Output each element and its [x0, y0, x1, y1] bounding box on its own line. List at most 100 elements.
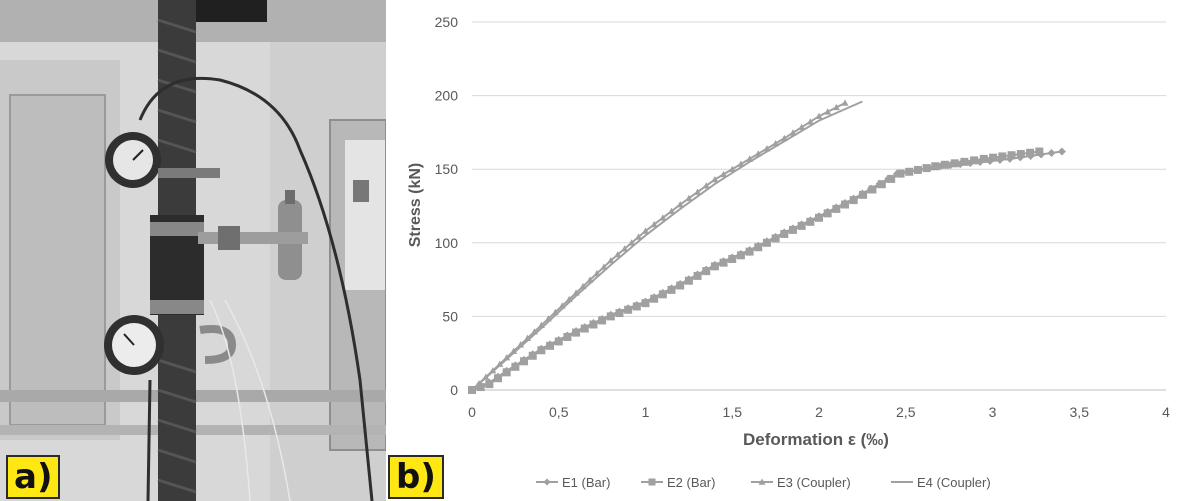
y-tick-label: 0 — [450, 382, 458, 398]
data-point — [520, 357, 529, 366]
stress-deformation-chart: 0 50 100 150 200 250 0 0,5 1 1,5 2 2,5 3 3,5 4 Deforma… — [407, 14, 1170, 490]
data-point — [1026, 148, 1035, 157]
x-tick-label: 0 — [468, 404, 476, 420]
data-point — [849, 196, 858, 205]
data-point — [970, 156, 979, 165]
data-point — [711, 176, 719, 183]
x-tick-label: 0,5 — [549, 404, 569, 420]
data-point — [841, 200, 850, 209]
data-point — [494, 374, 503, 383]
data-point — [606, 312, 615, 321]
data-point — [676, 281, 685, 290]
data-point — [1035, 147, 1044, 156]
data-point — [1016, 149, 1025, 158]
x-tick-label: 3,5 — [1070, 404, 1090, 420]
data-point — [728, 165, 736, 172]
data-point — [762, 238, 771, 247]
data-point — [658, 290, 667, 299]
data-point — [950, 159, 959, 168]
x-tick-label: 1,5 — [723, 404, 743, 420]
x-axis-label: Deformation ε (‰) — [743, 430, 889, 449]
panel-label-a: a) — [6, 455, 61, 499]
x-tick-label: 3 — [989, 404, 997, 420]
y-tick-label: 100 — [435, 235, 459, 251]
data-point — [685, 194, 693, 202]
data-point — [806, 217, 815, 226]
data-point — [702, 267, 711, 276]
data-point — [624, 305, 633, 314]
data-point — [780, 229, 789, 238]
data-point — [940, 160, 949, 169]
y-tick-label: 50 — [442, 308, 458, 324]
legend: E1 (Bar) E2 (Bar) E3 (Coupler) E4 (Coupler) — [536, 475, 991, 490]
data-point — [979, 154, 988, 163]
data-point — [823, 209, 832, 218]
legend-label: E4 (Coupler) — [917, 475, 991, 490]
data-point — [896, 169, 905, 178]
y-tick-label: 200 — [435, 88, 459, 104]
data-point — [563, 333, 572, 342]
data-point — [511, 362, 520, 371]
data-point — [607, 256, 615, 264]
y-tick-label: 250 — [435, 14, 459, 30]
data-point — [754, 243, 763, 252]
legend-marker — [758, 478, 766, 485]
data-point — [815, 112, 823, 120]
data-point — [528, 351, 537, 360]
data-point — [546, 341, 555, 350]
data-point — [1007, 151, 1016, 160]
x-tick-label: 4 — [1162, 404, 1170, 420]
data-point — [667, 285, 676, 294]
data-point — [806, 118, 814, 125]
data-point — [989, 153, 998, 162]
data-point — [913, 165, 922, 174]
data-point — [496, 360, 504, 367]
data-point — [615, 309, 624, 318]
data-point — [824, 108, 832, 115]
data-point — [788, 225, 797, 234]
test-setup-photo — [0, 0, 386, 501]
data-point — [798, 123, 806, 131]
series-line-3 — [471, 102, 846, 391]
data-point — [720, 170, 728, 178]
legend-label: E1 (Bar) — [562, 475, 610, 490]
data-point — [485, 380, 494, 389]
panel-label-b: b) — [388, 455, 444, 499]
x-tick-label: 2,5 — [896, 404, 916, 420]
data-point — [998, 152, 1007, 161]
data-point — [797, 221, 806, 230]
data-point — [659, 214, 667, 221]
data-point — [694, 188, 702, 195]
data-point — [745, 247, 754, 256]
series-line-4 — [471, 100, 863, 391]
data-point — [635, 233, 643, 240]
data-point — [641, 299, 650, 308]
data-point — [832, 204, 841, 213]
data-point — [693, 271, 702, 280]
data-point — [502, 368, 511, 377]
data-point — [702, 182, 710, 189]
y-axis-label: Stress (kN) — [407, 163, 424, 247]
y-tick-label: 150 — [435, 161, 459, 177]
data-point — [650, 294, 659, 303]
data-point — [815, 213, 823, 222]
axes: 0 50 100 150 200 250 0 0,5 1 1,5 2 2,5 3 3,5 4 — [435, 14, 1170, 420]
data-point — [832, 103, 840, 111]
data-point — [728, 254, 737, 263]
data-point — [621, 245, 629, 252]
legend-label: E3 (Coupler) — [777, 475, 851, 490]
x-tick-label: 2 — [815, 404, 823, 420]
data-point — [719, 258, 728, 267]
x-tick-label: 1 — [642, 404, 650, 420]
data-point — [632, 302, 641, 311]
data-point — [736, 251, 745, 260]
legend-label: E2 (Bar) — [667, 475, 715, 490]
data-point — [905, 167, 914, 176]
data-point — [931, 162, 940, 171]
data-point — [580, 324, 589, 333]
data-point — [710, 262, 719, 271]
data-point — [650, 220, 658, 228]
data-point — [960, 157, 969, 166]
legend-marker — [543, 478, 551, 486]
data-point — [628, 239, 636, 246]
